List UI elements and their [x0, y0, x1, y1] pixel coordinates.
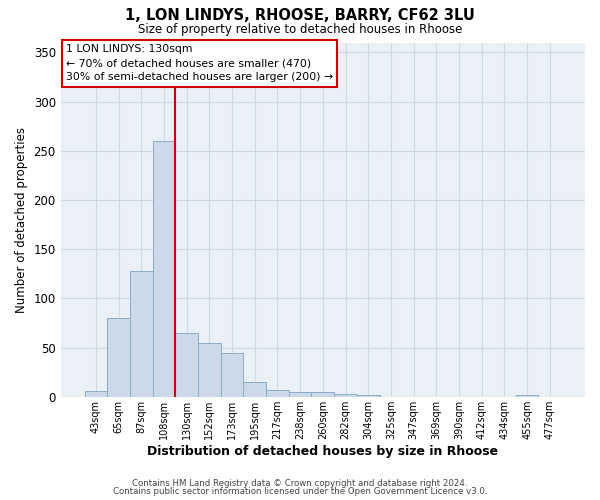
Bar — [266, 390, 289, 397]
Bar — [334, 394, 357, 397]
X-axis label: Distribution of detached houses by size in Rhoose: Distribution of detached houses by size … — [147, 444, 499, 458]
Bar — [289, 392, 311, 397]
Bar — [198, 342, 221, 397]
Bar — [311, 392, 334, 397]
Text: Contains HM Land Registry data © Crown copyright and database right 2024.: Contains HM Land Registry data © Crown c… — [132, 478, 468, 488]
Bar — [107, 318, 130, 397]
Text: Size of property relative to detached houses in Rhoose: Size of property relative to detached ho… — [138, 22, 462, 36]
Text: 1 LON LINDYS: 130sqm
← 70% of detached houses are smaller (470)
30% of semi-deta: 1 LON LINDYS: 130sqm ← 70% of detached h… — [66, 44, 333, 82]
Text: 1, LON LINDYS, RHOOSE, BARRY, CF62 3LU: 1, LON LINDYS, RHOOSE, BARRY, CF62 3LU — [125, 8, 475, 22]
Bar — [516, 395, 538, 397]
Bar — [130, 271, 152, 397]
Y-axis label: Number of detached properties: Number of detached properties — [15, 126, 28, 312]
Bar — [357, 395, 380, 397]
Bar — [221, 352, 244, 397]
Bar — [244, 382, 266, 397]
Bar — [175, 333, 198, 397]
Text: Contains public sector information licensed under the Open Government Licence v3: Contains public sector information licen… — [113, 487, 487, 496]
Bar — [85, 391, 107, 397]
Bar — [152, 141, 175, 397]
